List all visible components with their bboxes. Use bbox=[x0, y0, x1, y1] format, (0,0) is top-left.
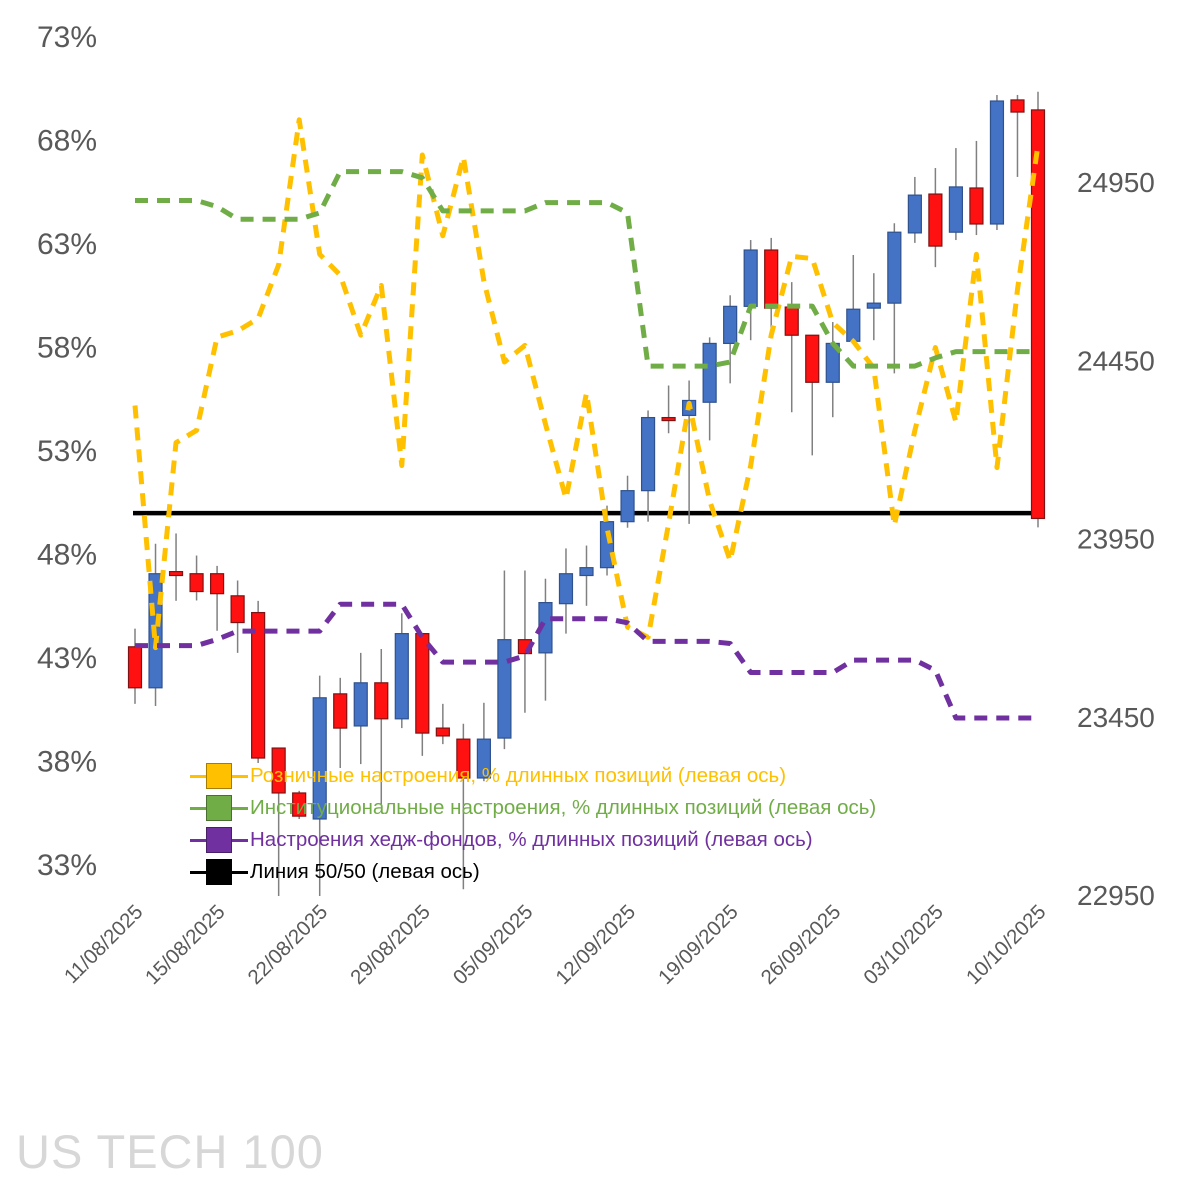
candle-body-up bbox=[887, 231, 902, 304]
candle-body-up bbox=[989, 100, 1005, 225]
candle-body-down bbox=[969, 187, 984, 225]
left-axis-tick: 53% bbox=[37, 435, 97, 468]
candle-body-down bbox=[209, 573, 225, 595]
candle-body-up bbox=[558, 573, 574, 605]
candle-body-down bbox=[1030, 109, 1046, 520]
candle-body-down bbox=[928, 193, 943, 247]
candle-body-down bbox=[271, 747, 286, 794]
left-axis-tick: 43% bbox=[37, 642, 97, 675]
left-axis-tick: 38% bbox=[37, 746, 97, 779]
x-axis-date-label: 15/08/2025 bbox=[141, 900, 230, 989]
candle-body-down bbox=[435, 727, 450, 737]
legend-item-institutional-sentiment: Институциональные настроения, % длинных … bbox=[190, 792, 876, 824]
left-axis-tick: 68% bbox=[37, 125, 97, 158]
candle-body-up bbox=[497, 639, 512, 739]
candle-body-up bbox=[476, 738, 491, 779]
candle-body-down bbox=[168, 570, 184, 577]
chart-title: US TECH 100 bbox=[16, 1125, 324, 1178]
left-axis-tick: 58% bbox=[37, 332, 97, 365]
legend-item-50-50-line: Линия 50/50 (левая ось) bbox=[190, 856, 876, 888]
candle-body-down bbox=[127, 646, 143, 689]
right-axis-tick: 24450 bbox=[1077, 345, 1155, 376]
candle-body-down bbox=[764, 249, 779, 309]
right-axis-tick: 24950 bbox=[1077, 167, 1155, 198]
x-axis-date-label: 11/08/2025 bbox=[60, 900, 148, 988]
candles-layer bbox=[127, 91, 1046, 896]
legend-label: Линия 50/50 (левая ось) bbox=[250, 859, 480, 883]
x-axis-date-label: 12/09/2025 bbox=[551, 900, 640, 989]
legend-swatch-retail-icon bbox=[190, 762, 248, 790]
candle-body-up bbox=[702, 342, 717, 403]
left-axis-tick: 33% bbox=[37, 849, 97, 882]
x-axis-date-label: 29/08/2025 bbox=[346, 900, 435, 989]
candle-body-down bbox=[805, 334, 820, 383]
candle-body-up bbox=[394, 633, 409, 720]
right-axis-tick: 23950 bbox=[1077, 524, 1155, 555]
series-line-hedge-fund-sentiment bbox=[135, 601, 1038, 721]
right-axis-tick: 23450 bbox=[1077, 702, 1155, 733]
chart-legend: Розничные настроения, % длинных позиций … bbox=[190, 760, 876, 888]
candle-body-up bbox=[907, 194, 922, 234]
candle-body-up bbox=[353, 682, 368, 727]
candle-body-down bbox=[456, 738, 471, 779]
candle-body-up bbox=[743, 249, 758, 307]
series-line-institutional-sentiment bbox=[135, 169, 1038, 369]
candle-body-up bbox=[846, 308, 861, 342]
legend-swatch-50-50-icon bbox=[190, 858, 248, 886]
candle-body-down bbox=[661, 416, 676, 422]
candle-body-up bbox=[640, 416, 656, 492]
legend-label: Розничные настроения, % длинных позиций … bbox=[250, 763, 787, 787]
legend-item-retail-sentiment: Розничные настроения, % длинных позиций … bbox=[190, 760, 876, 792]
candle-body-up bbox=[312, 697, 327, 820]
legend-item-hedge-fund-sentiment: Настроения хедж-фондов, % длинных позици… bbox=[190, 824, 876, 856]
left-axis-tick: 48% bbox=[37, 539, 97, 572]
x-axis-date-label: 10/10/2025 bbox=[962, 900, 1051, 989]
candle-body-down bbox=[1010, 99, 1025, 113]
candle-body-down bbox=[230, 595, 245, 624]
x-axis-date-label: 03/10/2025 bbox=[859, 900, 948, 989]
left-axis-tick: 63% bbox=[37, 228, 97, 261]
x-axis-date-label: 19/09/2025 bbox=[654, 900, 743, 989]
candle-body-down bbox=[374, 682, 389, 720]
candle-body-down bbox=[333, 693, 348, 729]
legend-swatch-hedge-fund-icon bbox=[190, 826, 248, 854]
right-axis-tick: 22950 bbox=[1077, 880, 1155, 911]
left-axis-tick: 73% bbox=[37, 21, 97, 54]
candle-body-up bbox=[723, 305, 738, 345]
series-line-retail-sentiment bbox=[132, 117, 1041, 651]
candle-body-up bbox=[620, 490, 635, 523]
legend-swatch-institutional-icon bbox=[190, 794, 248, 822]
candle-body-down bbox=[189, 573, 204, 593]
candle-body-down bbox=[784, 306, 799, 336]
candle-body-up bbox=[948, 186, 964, 233]
x-axis-date-label: 26/09/2025 bbox=[756, 900, 845, 989]
candle-body-up bbox=[579, 567, 594, 577]
candle-body-down bbox=[415, 633, 430, 734]
legend-label: Настроения хедж-фондов, % длинных позици… bbox=[250, 827, 813, 851]
x-axis-date-label: 05/09/2025 bbox=[449, 900, 538, 989]
x-axis-date-label: 22/08/2025 bbox=[243, 900, 332, 989]
candle-body-up bbox=[866, 302, 881, 309]
candle-body-down bbox=[292, 792, 307, 817]
candle-body-down bbox=[251, 611, 266, 759]
legend-label: Институциональные настроения, % длинных … bbox=[250, 795, 877, 819]
